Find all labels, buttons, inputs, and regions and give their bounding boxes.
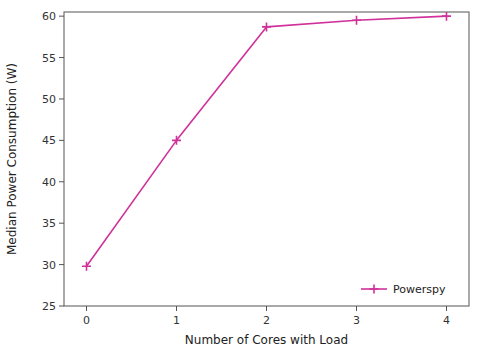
y-tick <box>59 57 64 58</box>
y-tick <box>59 264 64 265</box>
x-tick-label: 2 <box>263 314 270 327</box>
series-marker <box>442 12 451 21</box>
legend-label: Powerspy <box>393 283 446 296</box>
plot-frame <box>64 12 469 306</box>
background <box>0 0 483 352</box>
x-tick <box>176 306 177 311</box>
y-tick-label: 55 <box>42 52 56 65</box>
axes: 0 1 2 3 4 25 30 35 40 45 50 55 60 <box>42 10 469 327</box>
y-tick-label: 25 <box>42 300 56 313</box>
legend-marker <box>370 285 379 294</box>
series-line <box>87 16 447 266</box>
x-axis-label: Number of Cores with Load <box>185 333 348 347</box>
x-tick <box>266 306 267 311</box>
legend: Powerspy <box>361 283 446 296</box>
series-marker <box>352 16 361 25</box>
series-marker <box>82 262 91 271</box>
y-tick-label: 45 <box>42 134 56 147</box>
y-tick <box>59 306 64 307</box>
x-tick <box>446 306 447 311</box>
y-tick <box>59 98 64 99</box>
x-tick <box>86 306 87 311</box>
series-marker <box>172 136 181 145</box>
x-tick <box>356 306 357 311</box>
y-tick <box>59 16 64 17</box>
x-tick-label: 3 <box>353 314 360 327</box>
series-marker <box>262 22 271 31</box>
page: {"chart_data": {"type": "line", "xlabel"… <box>0 0 483 352</box>
x-tick-label: 0 <box>83 314 90 327</box>
y-tick <box>59 140 64 141</box>
x-tick-label: 1 <box>173 314 180 327</box>
chart-container: 0 1 2 3 4 25 30 35 40 45 50 55 60 Number of Cores wit… <box>0 0 483 352</box>
y-tick <box>59 181 64 182</box>
x-tick-label: 4 <box>443 314 450 327</box>
y-tick-label: 30 <box>42 259 56 272</box>
y-tick-label: 50 <box>42 93 56 106</box>
y-axis-label: Median Power Consumption (W) <box>5 63 19 255</box>
y-tick-label: 60 <box>42 10 56 23</box>
y-tick-label: 40 <box>42 176 56 189</box>
plot-data <box>82 12 451 271</box>
y-tick <box>59 223 64 224</box>
chart-svg: 0 1 2 3 4 25 30 35 40 45 50 55 60 Number of Cores wit… <box>0 0 483 352</box>
y-tick-label: 35 <box>42 217 56 230</box>
